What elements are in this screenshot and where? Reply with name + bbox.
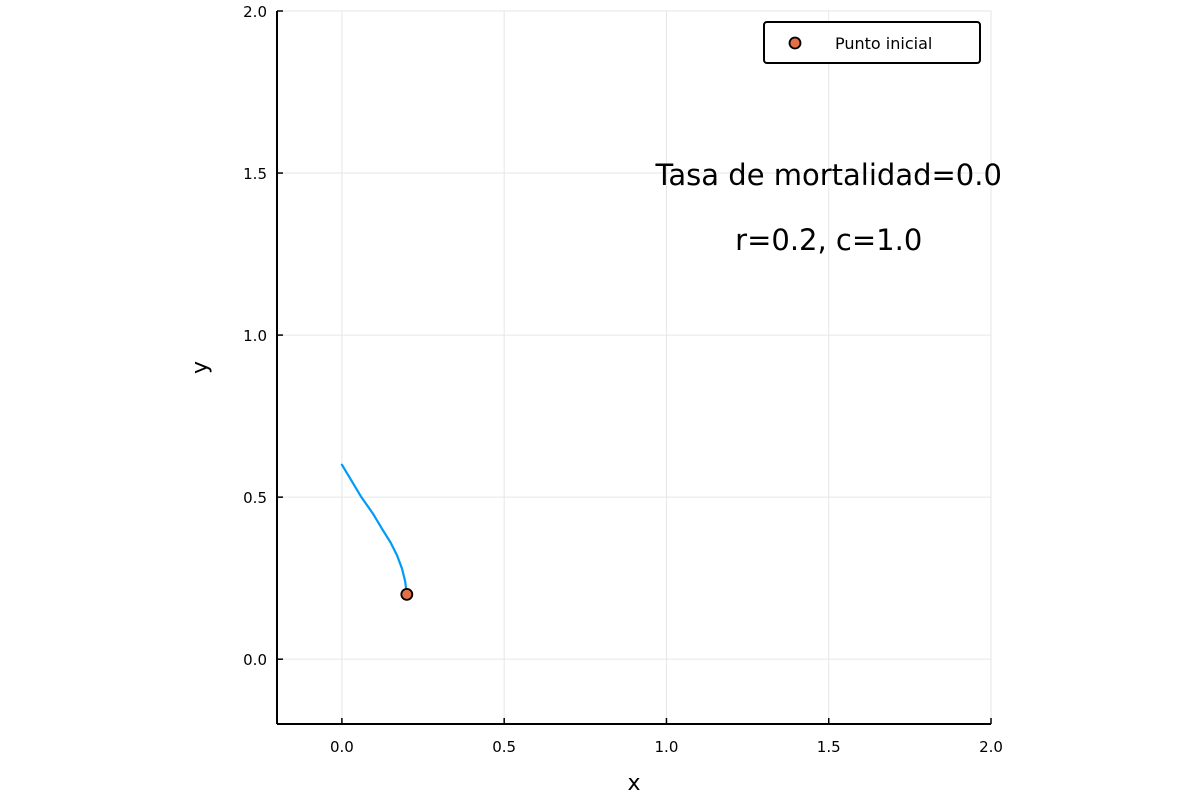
legend-marker	[788, 36, 802, 50]
annotation-line-2: r=0.2, c=1.0	[735, 223, 922, 257]
y-tick-label: 1.5	[243, 165, 267, 183]
initial-point-marker	[400, 587, 414, 601]
tick-labels: 0.0 0.5 1.0 1.5 2.0 0.0 0.5 1.0 1.5 2.0	[243, 3, 1003, 756]
y-tick-label: 1.0	[243, 327, 267, 345]
y-tick-label: 2.0	[243, 3, 267, 21]
x-tick-label: 1.5	[817, 738, 841, 756]
x-tick-label: 0.5	[492, 738, 516, 756]
x-tick-label: 0.0	[330, 738, 354, 756]
y-axis-label: y	[188, 361, 213, 374]
y-tick-label: 0.5	[243, 489, 267, 507]
trajectory-line	[340, 463, 408, 596]
annotation-line-1: Tasa de mortalidad=0.0	[655, 158, 1002, 192]
legend-box	[763, 21, 981, 64]
x-axis-label: x	[627, 771, 640, 796]
data-series	[340, 463, 414, 601]
grid	[277, 10, 992, 724]
y-tick-label: 0.0	[243, 651, 267, 669]
x-tick-label: 2.0	[979, 738, 1003, 756]
axes	[276, 10, 992, 725]
legend-label: Punto inicial	[835, 34, 932, 53]
legend: Punto inicial	[763, 21, 981, 64]
x-tick-label: 1.0	[655, 738, 679, 756]
